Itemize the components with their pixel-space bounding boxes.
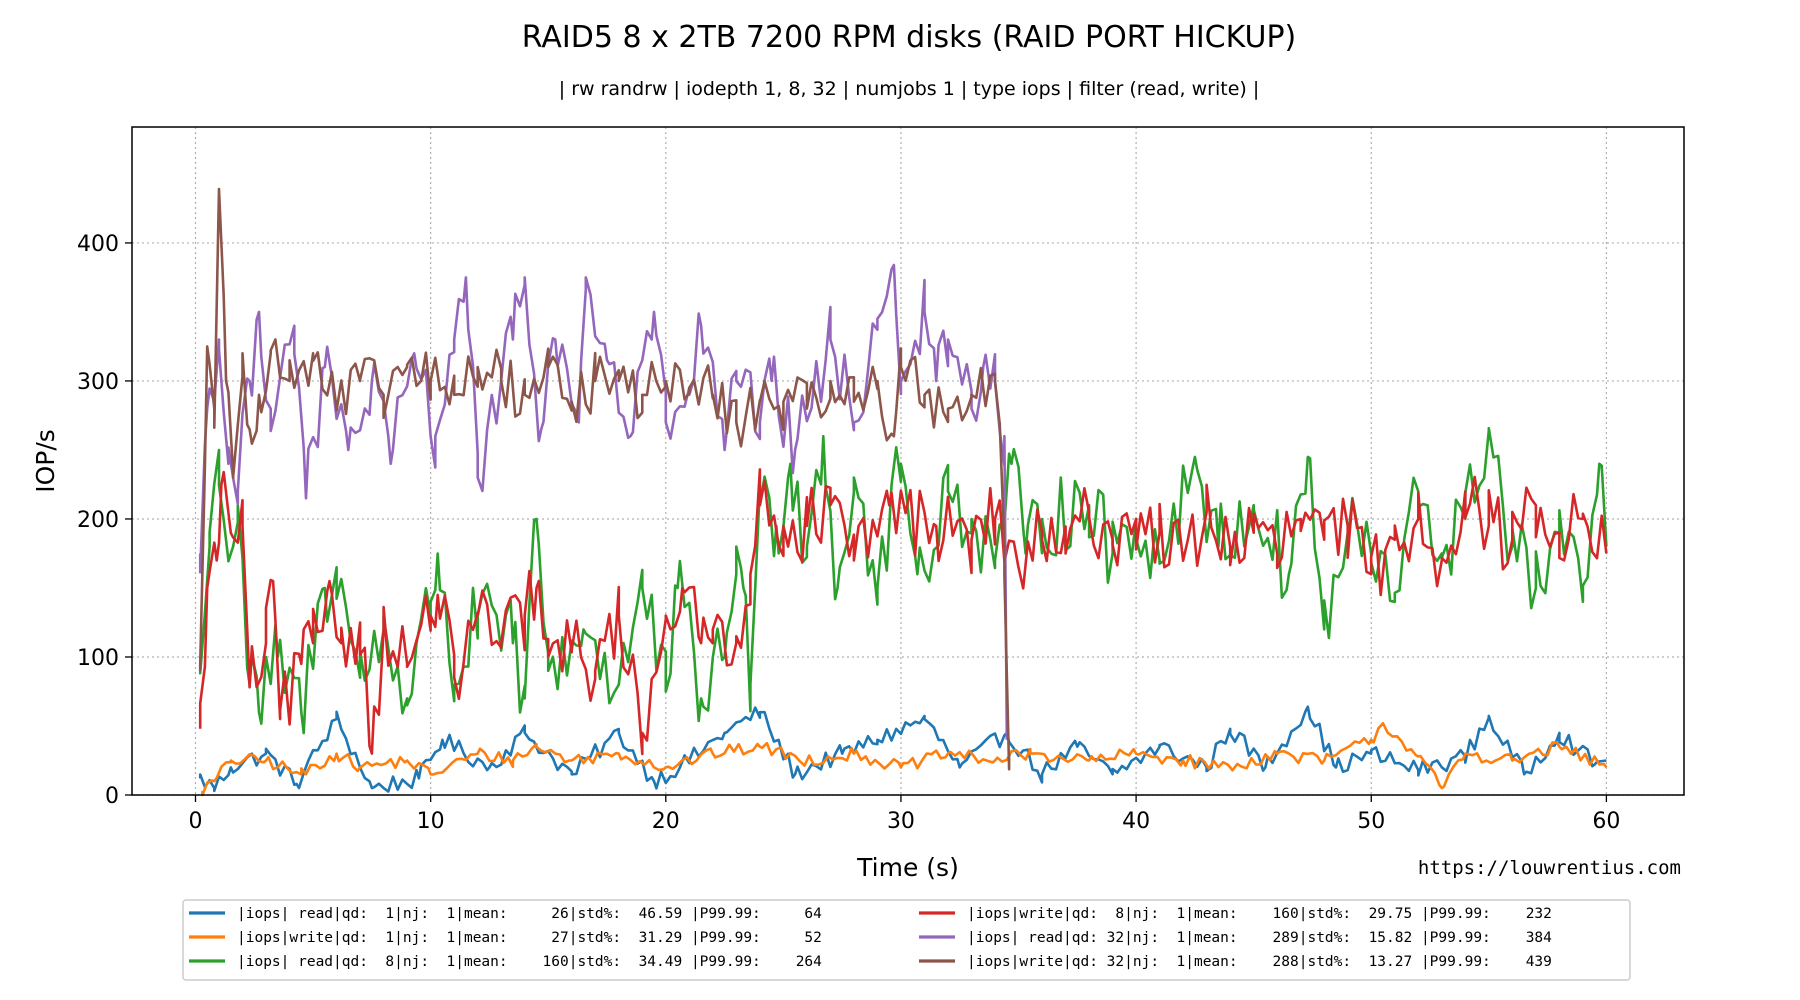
series-line-1	[198, 705, 1607, 793]
x-axis-label: Time (s)	[856, 853, 959, 882]
y-tick-label: 100	[77, 646, 119, 671]
x-tick-label: 40	[1122, 809, 1150, 834]
legend-entry: |iops|write|qd: 8|nj: 1|mean: 160|std%: …	[967, 906, 1552, 922]
chart-subtitle: | rw randrw | iodepth 1, 8, 32 | numjobs…	[559, 78, 1260, 100]
legend-entry: |iops| read|qd: 1|nj: 1|mean: 26|std%: 4…	[237, 906, 822, 922]
legend-box	[182, 899, 1631, 981]
plot-frame	[131, 126, 1685, 796]
x-tick-label: 30	[887, 809, 915, 834]
legend-entry: |iops| read|qd: 8|nj: 1|mean: 160|std%: …	[237, 954, 822, 970]
x-tick-label: 60	[1592, 809, 1620, 834]
legend-entry: |iops|write|qd: 1|nj: 1|mean: 27|std%: 3…	[237, 930, 822, 946]
legend-entry: |iops| read|qd: 32|nj: 1|mean: 289|std%:…	[967, 930, 1552, 946]
legend-entry: |iops|write|qd: 32|nj: 1|mean: 288|std%:…	[967, 954, 1552, 970]
axis-ticks: 0 10 20 30 40 50 60 0 100 200 300 400	[77, 232, 1620, 834]
y-tick-label: 300	[77, 370, 119, 395]
y-tick-label: 200	[77, 508, 119, 533]
x-tick-label: 50	[1357, 809, 1385, 834]
series-line-4	[198, 468, 1608, 756]
y-tick-label: 400	[77, 232, 119, 257]
y-tick-label: 0	[105, 784, 119, 809]
plot-series	[198, 187, 1608, 797]
series-line-5	[198, 263, 1009, 740]
watermark-url: https://louwrentius.com	[1418, 857, 1681, 879]
x-tick-label: 20	[652, 809, 680, 834]
chart-title: RAID5 8 x 2TB 7200 RPM disks (RAID PORT …	[522, 20, 1297, 55]
y-axis-label: IOP/s	[31, 429, 60, 493]
x-tick-label: 10	[417, 809, 445, 834]
legend: |iops| read|qd: 1|nj: 1|mean: 26|std%: 4…	[182, 899, 1631, 981]
series-line-6	[198, 187, 1011, 771]
series-line-2	[201, 721, 1608, 797]
x-tick-label: 0	[188, 809, 202, 834]
